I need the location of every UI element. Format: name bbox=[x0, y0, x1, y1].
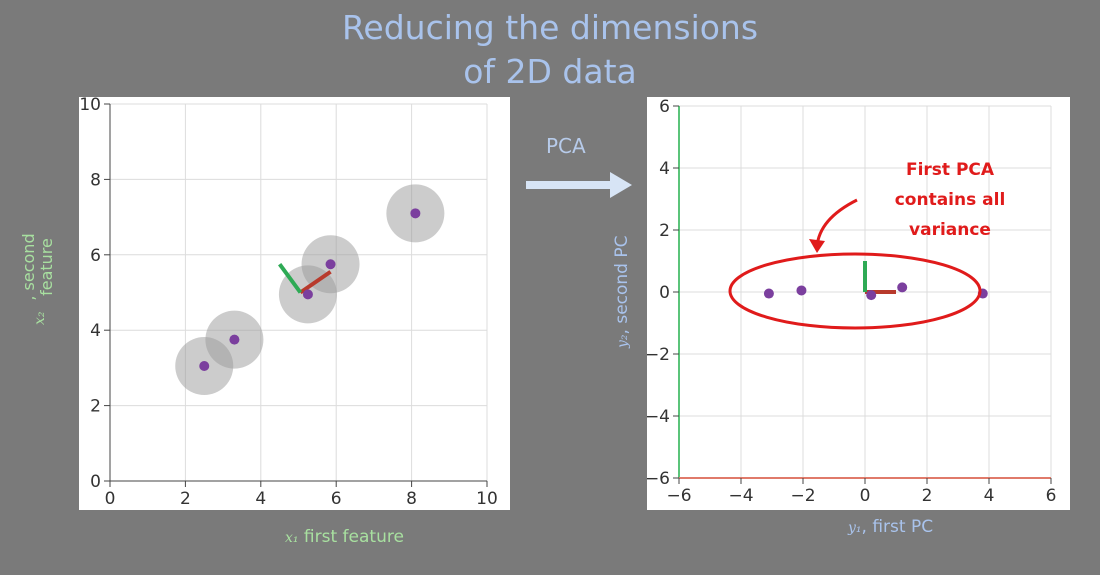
y-tick-label: 4 bbox=[90, 321, 101, 341]
y-tick-label: 4 bbox=[659, 159, 670, 179]
data-point bbox=[866, 290, 877, 301]
component-vector-pc1 bbox=[299, 270, 332, 295]
left-x-variable: x₁ bbox=[285, 530, 299, 546]
x-tick-label: 2 bbox=[922, 486, 933, 506]
data-point bbox=[410, 208, 421, 219]
data-point bbox=[302, 289, 313, 300]
right-plot-panel: −6 −4 −2 0 2 4 6 −6 −4 −2 0 2 4 6 bbox=[645, 97, 1070, 510]
title-line-2: of 2D data bbox=[463, 52, 637, 91]
pca-transform-label: PCA bbox=[546, 134, 586, 158]
right-y-axis-label: y₂, second PC bbox=[612, 236, 632, 349]
x-tick-label: −6 bbox=[666, 486, 691, 506]
y-tick-label: 10 bbox=[79, 97, 101, 115]
x-tick-label: 0 bbox=[860, 486, 871, 506]
left-scatter-plot: 0 2 4 6 8 10 0 2 4 6 8 10 bbox=[79, 95, 498, 509]
y-tick-label: 2 bbox=[90, 397, 101, 417]
annotation-line-3: variance bbox=[909, 220, 991, 240]
chart-title: Reducing the dimensions of 2D data bbox=[0, 6, 1100, 94]
y-tick-label: 0 bbox=[659, 283, 670, 303]
transform-arrow-icon bbox=[526, 172, 632, 198]
x-tick-label: 6 bbox=[1046, 486, 1057, 506]
x-tick-label: 2 bbox=[180, 489, 191, 509]
x-tick-label: 10 bbox=[476, 489, 498, 509]
right-y-text: , second PC bbox=[612, 235, 632, 335]
left-y-variable: x₂ bbox=[32, 311, 48, 325]
x-tick-label: 8 bbox=[406, 489, 417, 509]
x-tick-label: 6 bbox=[331, 489, 342, 509]
x-tick-label: 4 bbox=[255, 489, 266, 509]
data-point bbox=[229, 334, 240, 345]
left-plot-panel: 0 2 4 6 8 10 0 2 4 6 8 10 bbox=[79, 95, 510, 510]
y-tick-label: −6 bbox=[647, 469, 670, 489]
x-tick-label: 0 bbox=[105, 489, 116, 509]
highlight-ellipse bbox=[728, 252, 982, 330]
y-tick-label: 6 bbox=[90, 246, 101, 266]
y-tick-label: −2 bbox=[647, 345, 670, 365]
data-point bbox=[325, 259, 336, 270]
component-vector-pc2 bbox=[278, 263, 302, 294]
y-tick-label: 6 bbox=[659, 97, 670, 117]
title-line-1: Reducing the dimensions bbox=[341, 8, 759, 47]
data-point bbox=[763, 288, 774, 299]
y-tick-label: 0 bbox=[90, 472, 101, 492]
x-tick-label: 4 bbox=[984, 486, 995, 506]
annotation-line-2: contains all bbox=[894, 190, 1006, 210]
right-y-variable: y₂ bbox=[615, 334, 631, 348]
right-x-text: , first PC bbox=[861, 517, 934, 537]
y-tick-label: 2 bbox=[659, 221, 670, 241]
annotation-arrowhead-icon bbox=[809, 239, 825, 253]
data-point bbox=[796, 285, 807, 296]
y-tick-label: −4 bbox=[647, 407, 670, 427]
left-x-axis-label: x₁ first feature bbox=[285, 527, 404, 547]
right-x-axis-label: y₁, first PC bbox=[848, 517, 933, 537]
data-point bbox=[897, 282, 908, 293]
annotation-line-1: First PCA bbox=[905, 160, 995, 180]
right-x-variable: y₁ bbox=[848, 520, 862, 536]
left-x-text: first feature bbox=[303, 527, 404, 547]
left-y-text: , second feature bbox=[19, 233, 56, 301]
right-scatter-plot: −6 −4 −2 0 2 4 6 −6 −4 −2 0 2 4 6 bbox=[645, 97, 1057, 506]
annotation-arrow-icon bbox=[815, 198, 858, 248]
variance-annotation: First PCA contains all variance bbox=[880, 155, 1020, 245]
x-tick-label: −4 bbox=[728, 486, 753, 506]
data-point bbox=[199, 361, 210, 372]
x-tick-label: −2 bbox=[790, 486, 815, 506]
y-tick-label: 8 bbox=[90, 170, 101, 190]
